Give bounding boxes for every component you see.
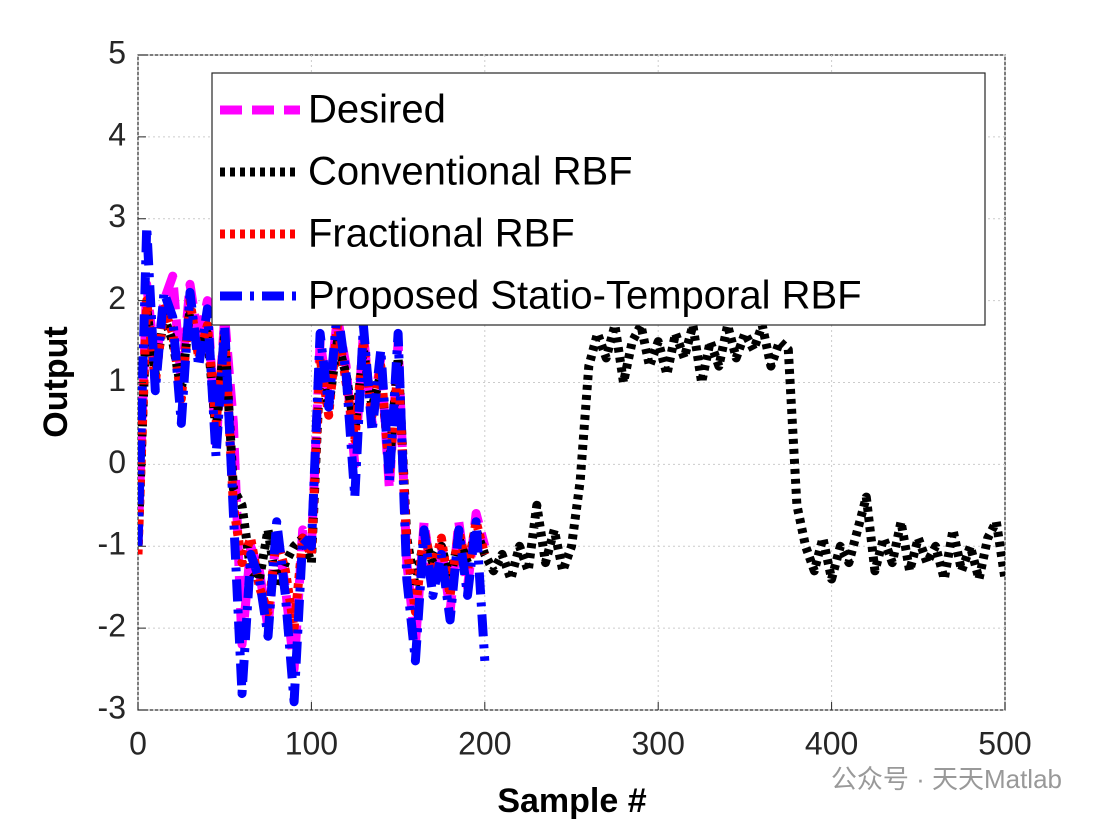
y-tick-label: 0 — [108, 444, 126, 480]
y-axis-label: Output — [37, 326, 75, 437]
legend-label: Fractional RBF — [308, 212, 575, 256]
y-tick-label: 2 — [108, 280, 126, 316]
x-tick-label: 200 — [458, 725, 511, 761]
y-tick-label: 1 — [108, 362, 126, 398]
y-tick-label: -3 — [98, 689, 126, 725]
x-tick-label: 500 — [978, 725, 1031, 761]
y-tick-label: -2 — [98, 608, 126, 644]
y-tick-label: -1 — [98, 526, 126, 562]
x-tick-label: 400 — [805, 725, 858, 761]
y-tick-label: 3 — [108, 198, 126, 234]
legend-label: Desired — [308, 88, 446, 132]
series-line — [138, 222, 490, 707]
y-tick-label: 4 — [108, 116, 126, 152]
legend-label: Conventional RBF — [308, 150, 633, 194]
legend-box — [211, 72, 986, 326]
watermark: 公众号 · 天天Matlab — [831, 764, 1062, 794]
x-tick-label: 300 — [632, 725, 685, 761]
legend-label: Proposed Statio-Temporal RBF — [308, 274, 862, 318]
x-tick-label: 100 — [285, 725, 338, 761]
x-axis-label: Sample # — [497, 782, 646, 820]
y-tick-label: 5 — [108, 34, 126, 70]
x-tick-label: 0 — [129, 725, 147, 761]
